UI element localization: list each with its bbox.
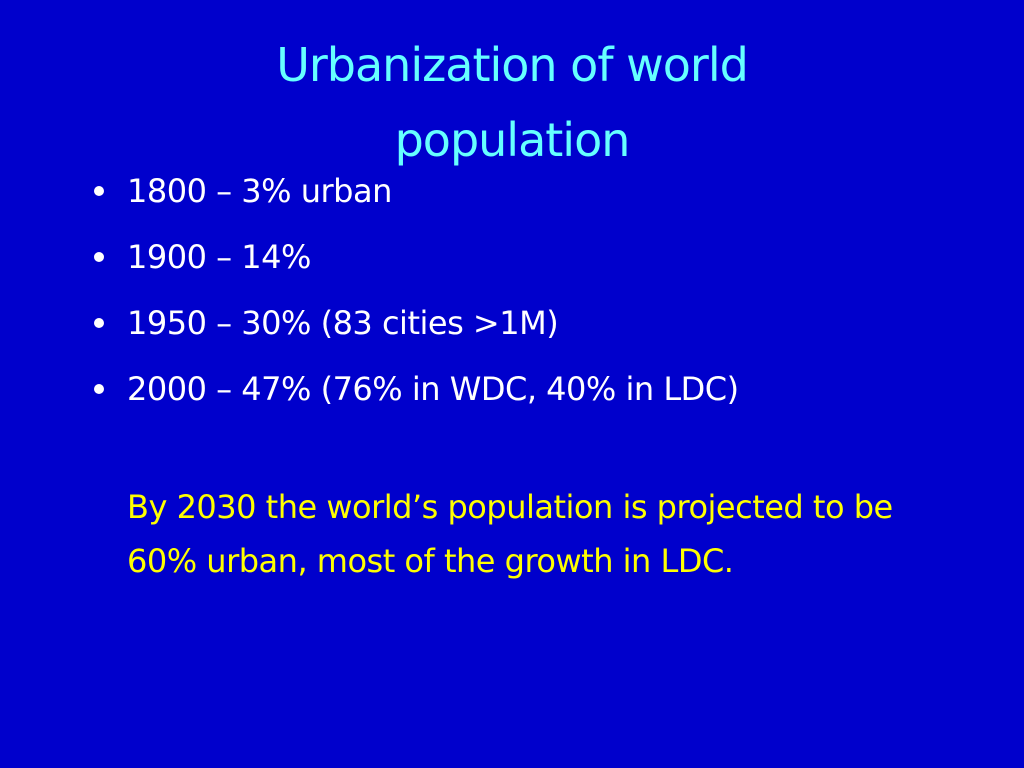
bullet-list: 1800 – 3% urban 1900 – 14% 1950 – 30% (8… [94,165,927,429]
bullet-dot [94,186,104,196]
bullet-item: 1950 – 30% (83 cities >1M) [94,297,927,349]
bullet-text: 2000 – 47% (76% in WDC, 40% in LDC) [127,370,739,408]
bullet-dot [94,252,104,262]
bullet-item: 1800 – 3% urban [94,165,927,217]
bullet-text: 1800 – 3% urban [127,172,392,210]
bullet-text: 1900 – 14% [127,238,311,276]
bullet-item: 1900 – 14% [94,231,927,283]
bullet-dot [94,384,104,394]
slide-title: Urbanization of world population [276,38,749,167]
bullet-text: 1950 – 30% (83 cities >1M) [127,304,559,342]
bullet-item: 2000 – 47% (76% in WDC, 40% in LDC) [94,363,927,415]
bullet-dot [94,318,104,328]
highlight-note: By 2030 the world’s population is projec… [127,488,893,580]
